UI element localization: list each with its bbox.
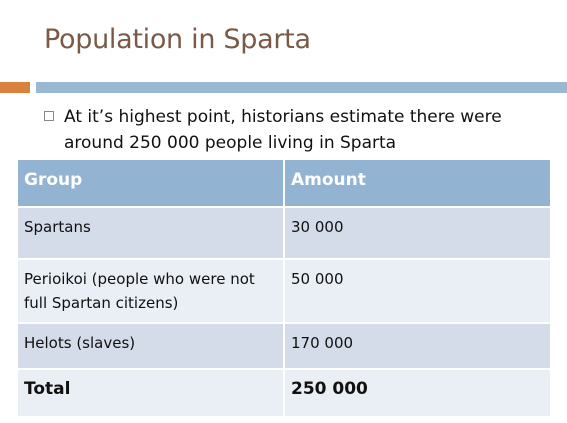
slide-title: Population in Sparta	[44, 24, 311, 55]
header-amount: Amount	[284, 160, 552, 207]
table-header-row: Group Amount	[18, 160, 552, 207]
table-cell-group: Spartans	[18, 206, 285, 259]
title-accent-bar-blue	[36, 82, 567, 93]
table-row: Helots (slaves) 170 000	[18, 322, 552, 369]
table-cell-amount: 50 000	[284, 258, 552, 323]
table-cell-amount: 250 000	[284, 368, 552, 416]
table-cell-group: Perioikoi (people who were not full Spar…	[18, 258, 285, 323]
table-row: Perioikoi (people who were not full Spar…	[18, 258, 552, 323]
table-cell-amount: 30 000	[284, 206, 552, 259]
population-table: Group Amount Spartans 30 000 Perioikoi (…	[18, 160, 552, 416]
table-cell-group: Helots (slaves)	[18, 322, 285, 369]
table-row: Spartans 30 000	[18, 206, 552, 259]
table-row-total: Total 250 000	[18, 368, 552, 416]
title-accent-bar-orange	[0, 82, 30, 93]
bullet-point: At it’s highest point, historians estima…	[44, 104, 544, 156]
table-cell-group: Total	[18, 368, 285, 416]
table-cell-amount: 170 000	[284, 322, 552, 369]
header-group: Group	[18, 160, 285, 207]
square-bullet-icon	[44, 111, 54, 121]
bullet-text: At it’s highest point, historians estima…	[64, 107, 502, 153]
